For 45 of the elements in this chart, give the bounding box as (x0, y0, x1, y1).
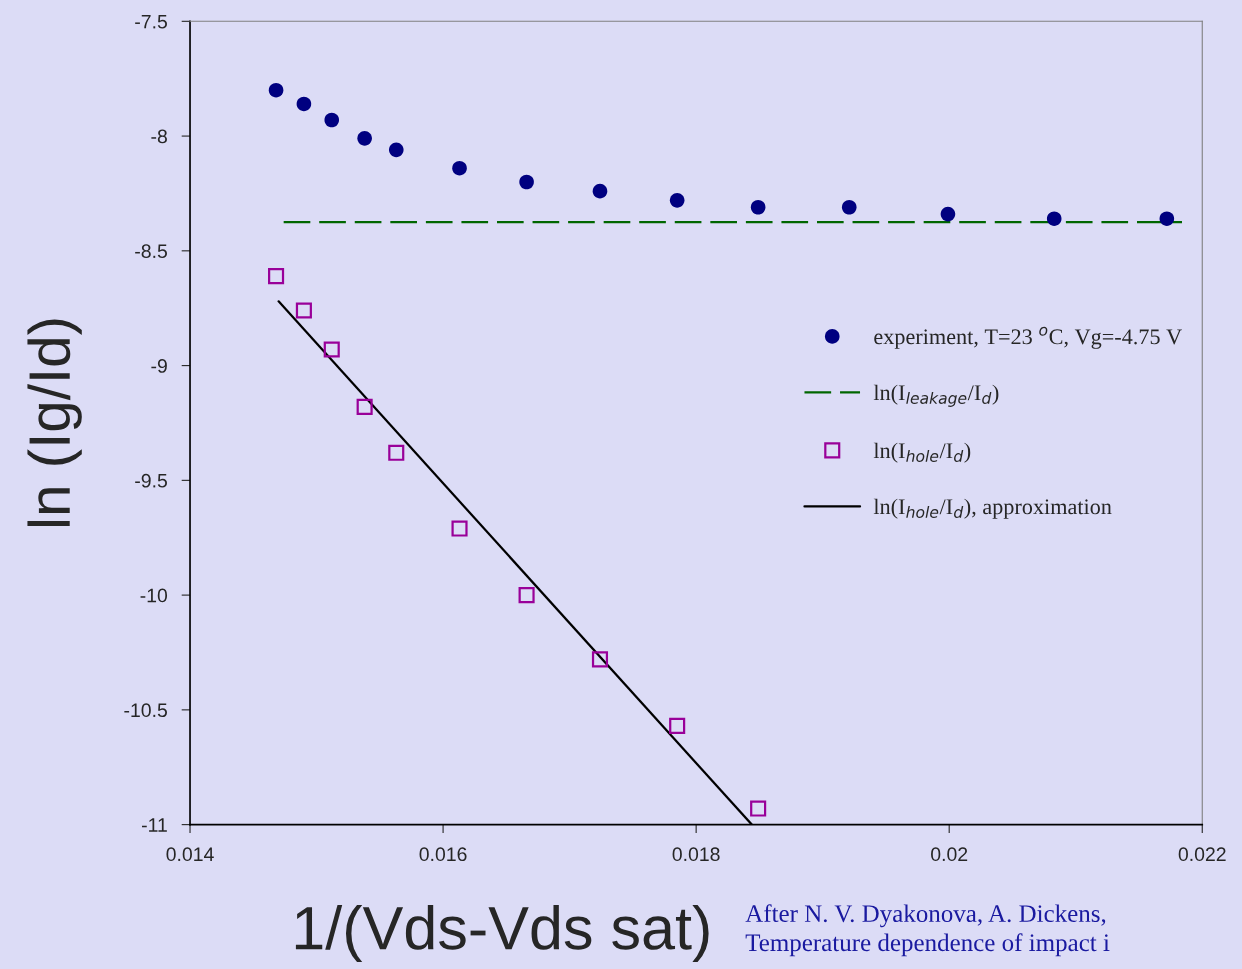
point (268, 82, 284, 98)
point (669, 193, 685, 208)
legend-label: experiment, T=23 $^{o}$C, Vg=-4.75 V (874, 326, 1182, 349)
y-tick-label: -9 (151, 359, 167, 373)
point (357, 131, 372, 146)
point (1046, 211, 1062, 226)
point (296, 96, 312, 112)
y-tick-label: -8 (151, 129, 167, 144)
y-tick-label: -9.5 (135, 473, 167, 488)
point (591, 651, 609, 668)
point (841, 199, 857, 215)
point (750, 800, 767, 817)
point (324, 112, 340, 128)
point (592, 183, 608, 199)
point (518, 587, 535, 604)
point (669, 717, 686, 734)
x-tick-label: 0.02 (931, 847, 968, 862)
y-tick-label: -8.5 (135, 244, 167, 259)
point (1159, 211, 1175, 226)
legend-label: ln(I$_{leakage}$/I$_{d}$) (873, 384, 999, 407)
point (940, 206, 956, 222)
text: Temperature dependence of impact i (745, 933, 1110, 957)
point (750, 199, 766, 215)
legend-label: ln(I$_{hole}$/I$_{d}$), approximation (873, 498, 1112, 519)
legend-label: ln(I$_{hole}$/I$_{d}$) (873, 442, 971, 463)
y-tick-label: -10.5 (124, 703, 167, 718)
x-tick-label: 0.014 (166, 847, 214, 862)
x-tick-label: 0.018 (672, 847, 720, 862)
y-tick-label: -11 (142, 818, 167, 832)
point (323, 341, 340, 358)
point (451, 520, 468, 537)
y-tick-label: -10 (140, 588, 168, 603)
text: After N. V. Dyakonova, A. Dickens, (745, 904, 1106, 928)
point (295, 302, 312, 319)
point (356, 398, 373, 415)
point (452, 160, 467, 176)
x-tick-label: 0.016 (419, 847, 467, 862)
x-tick-label: 0.022 (1178, 847, 1226, 862)
point (268, 268, 285, 285)
y-axis-title: ln (Ig/Id) (27, 319, 82, 527)
point (388, 142, 404, 158)
y-tick-label: -7.5 (135, 14, 167, 29)
point (388, 444, 405, 461)
point (519, 174, 534, 190)
x-axis-title: 1/(Vds-Vds sat) (295, 904, 709, 962)
